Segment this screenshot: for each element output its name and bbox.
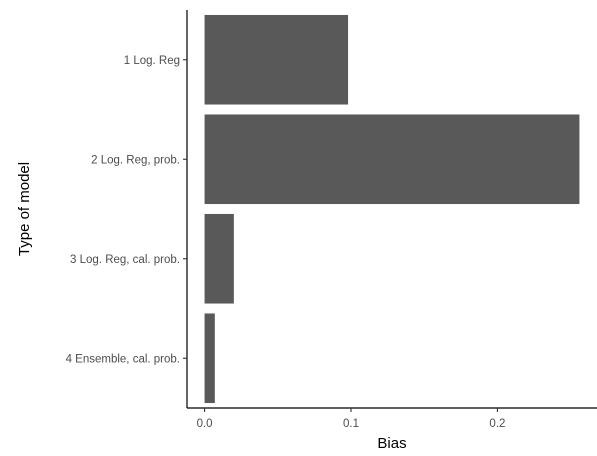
axes-layer: [186, 10, 597, 409]
x-axis-title: Bias: [377, 435, 406, 451]
x-ticks: 0.0 0.1 0.2: [197, 408, 505, 430]
bar-3: [204, 213, 234, 304]
y-tick-label: 3 Log. Reg, cal. prob.: [70, 254, 180, 266]
y-ticks: 1 Log. Reg 2 Log. Reg, prob. 3 Log. Reg, c…: [66, 55, 187, 365]
x-tick-label: 0.0: [197, 418, 213, 430]
y-axis-title: Type of model: [16, 162, 33, 256]
y-tick-label: 2 Log. Reg, prob.: [91, 154, 180, 166]
x-tick-label: 0.2: [489, 418, 505, 430]
bar-2: [204, 114, 580, 205]
bar-4: [204, 313, 215, 404]
y-tick-label: 1 Log. Reg: [124, 55, 180, 67]
x-tick-label: 0.1: [343, 418, 359, 430]
bars-layer: [204, 14, 580, 404]
bar-1: [204, 14, 349, 105]
y-tick-label: 4 Ensemble, cal. prob.: [66, 353, 180, 365]
